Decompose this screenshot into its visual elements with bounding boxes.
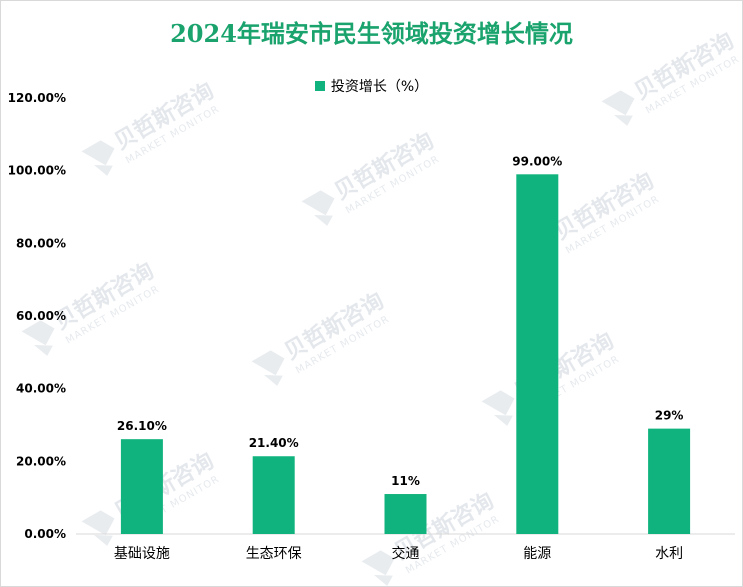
y-tick-label: 20.00% [16, 454, 66, 468]
data-labels: 26.10% 21.40% 11% 99.00% 29% [117, 154, 684, 488]
category-label: 生态环保 [246, 546, 302, 562]
data-label: 21.40% [249, 436, 299, 450]
y-tick-label: 80.00% [16, 236, 66, 250]
data-label: 29% [655, 409, 684, 423]
data-label: 11% [391, 474, 420, 488]
y-tick-label: 0.00% [24, 527, 66, 541]
bar [648, 428, 691, 534]
bar [252, 456, 295, 534]
bar [516, 174, 559, 535]
watermark-logo-icon [361, 550, 395, 586]
bar-series [120, 174, 691, 535]
data-label: 26.10% [117, 419, 167, 433]
watermark-logo-icon [21, 320, 55, 356]
category-label: 水利 [655, 546, 683, 562]
y-tick-label: 100.00% [8, 164, 66, 178]
y-tick-label: 60.00% [16, 309, 66, 323]
watermark-logo-icon [481, 390, 515, 426]
category-label: 基础设施 [114, 545, 170, 562]
category-label: 能源 [523, 546, 551, 562]
data-label: 99.00% [512, 154, 562, 168]
y-axis-ticks: 0.00% 20.00% 40.00% 60.00% 80.00% 100.00% 120.… [8, 91, 66, 541]
bar [120, 439, 163, 534]
bar [384, 494, 427, 534]
category-labels: 基础设施 生态环保 交通 能源 水利 [114, 545, 683, 562]
watermark-logo-icon [81, 510, 115, 546]
watermark-logo-icon [251, 350, 285, 386]
watermark-logo-icon [81, 140, 115, 176]
chart-title: 2024年瑞安市民生领域投资增长情况 [170, 19, 573, 48]
legend-swatch [314, 81, 325, 91]
legend: 投资增长（%） [0, 76, 743, 96]
y-tick-label: 40.00% [16, 382, 66, 396]
watermark-logo-icon [601, 90, 635, 126]
legend-label: 投资增长（%） [330, 79, 429, 95]
y-tick-label: 120.00% [8, 91, 66, 105]
watermark-logo-icon [301, 190, 335, 226]
category-label: 交通 [392, 545, 420, 562]
